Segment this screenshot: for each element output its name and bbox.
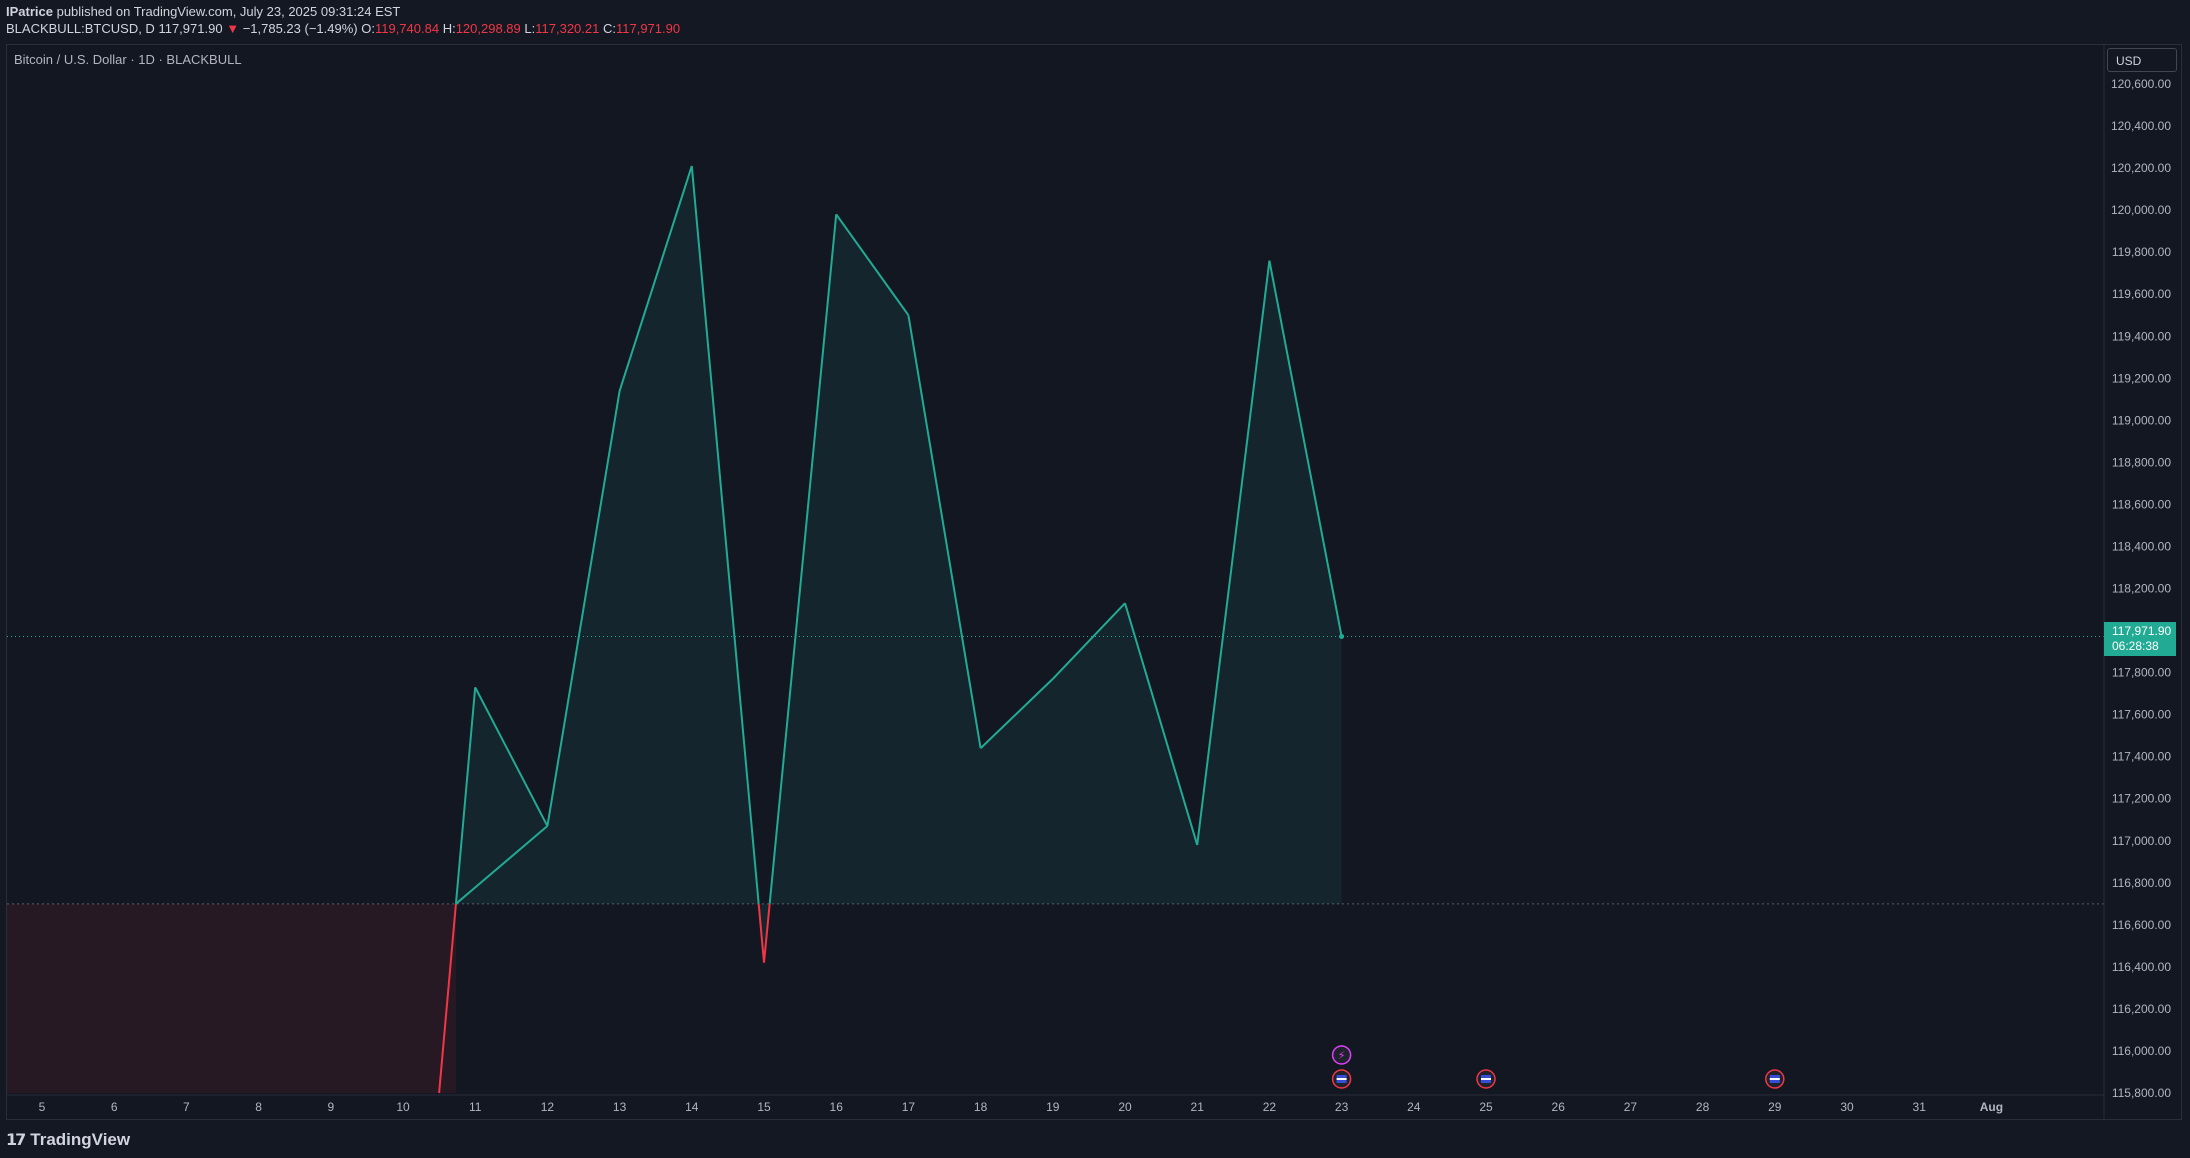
x-tick-label: 11 <box>469 1100 482 1114</box>
tradingview-logo[interactable]: 𝟭𝟳 TradingView <box>6 1130 130 1150</box>
x-tick-label: 9 <box>327 1100 334 1114</box>
x-tick-label: 10 <box>396 1100 410 1114</box>
x-tick-label: 28 <box>1696 1100 1710 1114</box>
y-tick-label: 120,000.00 <box>2111 203 2171 217</box>
x-tick-label: 26 <box>1552 1100 1566 1114</box>
flag-icon-stripe <box>1481 1078 1491 1080</box>
x-tick-label: 17 <box>902 1100 916 1114</box>
x-tick-label: 21 <box>1191 1100 1205 1114</box>
y-tick-label: 119,200.00 <box>2112 371 2171 385</box>
x-tick-label: 15 <box>757 1100 771 1114</box>
y-tick-label: 116,600.00 <box>2112 918 2171 932</box>
lightning-glyph-icon: ⚡ <box>1338 1049 1346 1062</box>
flag-icon-stripe <box>1337 1078 1347 1080</box>
x-tick-label: 5 <box>39 1100 46 1114</box>
y-tick-label: 120,200.00 <box>2111 161 2171 175</box>
y-tick-label: 118,800.00 <box>2112 455 2171 469</box>
y-tick-label: 116,800.00 <box>2112 876 2171 890</box>
y-tick-label: 118,400.00 <box>2112 539 2171 553</box>
x-tick-label: 20 <box>1118 1100 1132 1114</box>
y-tick-label: 117,200.00 <box>2112 792 2171 806</box>
x-tick-label: 25 <box>1479 1100 1493 1114</box>
brand-name: TradingView <box>30 1130 130 1150</box>
x-tick-label: Aug <box>1980 1100 2003 1114</box>
x-tick-label: 19 <box>1046 1100 1060 1114</box>
x-tick-label: 22 <box>1263 1100 1277 1114</box>
x-tick-label: 30 <box>1840 1100 1854 1114</box>
last-price-tag: 117,971.90 06:28:38 <box>2104 622 2176 656</box>
data-point <box>1339 634 1344 639</box>
y-tick-label: 120,600.00 <box>2111 77 2171 91</box>
x-tick-label: 31 <box>1913 1100 1927 1114</box>
y-tick-label: 116,200.00 <box>2112 1002 2171 1016</box>
y-tick-label: 115,800.00 <box>2112 1086 2171 1100</box>
y-tick-label: 119,400.00 <box>2112 329 2171 343</box>
x-tick-label: 7 <box>183 1100 190 1114</box>
x-tick-label: 12 <box>541 1100 555 1114</box>
currency-selector[interactable]: USD <box>2107 48 2177 72</box>
y-tick-label: 119,800.00 <box>2112 245 2171 259</box>
x-tick-label: 14 <box>685 1100 699 1114</box>
flag-icon-stripe <box>1770 1078 1780 1080</box>
y-tick-label: 119,000.00 <box>2112 413 2171 427</box>
x-tick-label: 6 <box>111 1100 118 1114</box>
x-tick-label: 8 <box>255 1100 262 1114</box>
x-tick-label: 13 <box>613 1100 627 1114</box>
chart-title: Bitcoin / U.S. Dollar · 1D · BLACKBULL <box>14 52 242 67</box>
y-tick-label: 116,000.00 <box>2112 1044 2171 1058</box>
y-tick-label: 117,600.00 <box>2112 708 2171 722</box>
x-tick-label: 29 <box>1768 1100 1782 1114</box>
y-tick-label: 117,400.00 <box>2112 750 2171 764</box>
tradingview-mark-icon: 𝟭𝟳 <box>6 1130 24 1150</box>
y-tick-label: 118,200.00 <box>2112 582 2171 596</box>
price-tag-value: 117,971.90 <box>2112 624 2176 639</box>
below-baseline-area <box>7 904 456 1093</box>
y-tick-label: 120,400.00 <box>2111 119 2171 133</box>
x-tick-label: 18 <box>974 1100 988 1114</box>
x-tick-label: 16 <box>830 1100 844 1114</box>
y-tick-label: 117,000.00 <box>2112 834 2171 848</box>
x-tick-label: 24 <box>1407 1100 1421 1114</box>
y-tick-label: 119,600.00 <box>2112 287 2171 301</box>
x-tick-label: 27 <box>1624 1100 1638 1114</box>
y-tick-label: 118,600.00 <box>2112 497 2171 511</box>
above-baseline-area <box>456 166 1342 963</box>
y-tick-label: 116,400.00 <box>2112 960 2171 974</box>
x-tick-label: 23 <box>1335 1100 1349 1114</box>
price-tag-countdown: 06:28:38 <box>2112 639 2176 654</box>
y-tick-label: 117,800.00 <box>2112 666 2171 680</box>
